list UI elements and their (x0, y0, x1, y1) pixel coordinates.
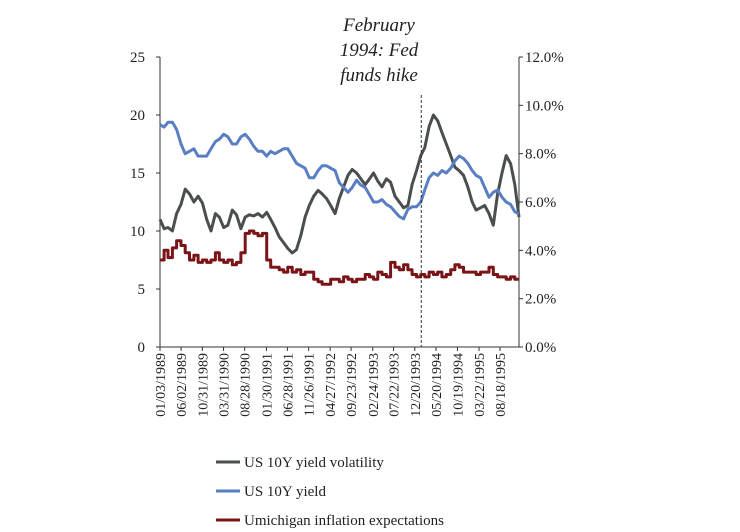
x-tick-label: 07/22/1993 (388, 353, 403, 417)
x-tick-label: 03/22/1995 (473, 353, 488, 417)
y-right-tick-label: 12.0% (525, 50, 564, 66)
x-tick-label: 10/19/1994 (451, 353, 466, 417)
y-left-tick-label: 20 (130, 108, 145, 124)
x-tick-label: 04/27/1992 (324, 353, 339, 417)
annotation-text: 1994: Fed (340, 40, 419, 61)
x-tick-label: 01/30/1991 (260, 353, 275, 417)
annotation-text: February (342, 15, 415, 36)
y-left-tick-label: 10 (130, 224, 145, 240)
plot-series (158, 113, 521, 286)
x-tick-label: 03/31/1990 (218, 353, 233, 417)
x-tick-label: 08/18/1995 (494, 353, 509, 417)
x-tick-label: 06/28/1991 (281, 353, 296, 417)
y-left-tick-label: 5 (138, 282, 146, 298)
x-tick-label: 09/23/1992 (345, 353, 360, 417)
series-line-3 (160, 229, 519, 286)
x-tick-label: 10/31/1989 (196, 353, 211, 417)
annotation: February 1994: Fed funds hike (340, 15, 422, 347)
x-tick-label: 01/03/1989 (154, 353, 169, 417)
x-tick-label: 08/28/1990 (239, 353, 254, 417)
x-tick-label: 11/26/1991 (303, 353, 318, 416)
annotation-text: funds hike (340, 65, 418, 86)
y-right-tick-label: 10.0% (525, 98, 564, 114)
y-right-tick-label: 4.0% (525, 243, 556, 259)
series-line-1 (158, 113, 521, 255)
x-tick-label: 12/20/1993 (409, 353, 424, 417)
x-tick-label: 05/20/1994 (430, 353, 445, 417)
series-line-2 (159, 120, 520, 221)
legend-label: Umichigan inflation expectations (244, 513, 444, 529)
y-left-tick-label: 15 (130, 166, 145, 182)
y-right-tick-label: 6.0% (525, 195, 556, 211)
legend-label: US 10Y yield (244, 484, 326, 500)
axes: 0 5 10 15 20 25 0.0% 2.0% 4.0% 6.0% 8.0% 10.0% 12.0%… (130, 50, 564, 417)
y-right-tick-label: 0.0% (525, 340, 556, 356)
legend: US 10Y yield volatility US 10Y yield Umich… (216, 455, 444, 529)
y-right-tick-label: 8.0% (525, 147, 556, 163)
x-tick-label: 02/24/1993 (367, 353, 382, 417)
legend-label: US 10Y yield volatility (244, 455, 384, 471)
y-right-tick-label: 2.0% (525, 292, 556, 308)
y-left-tick-label: 25 (130, 50, 145, 66)
y-left-tick-label: 0 (138, 340, 146, 356)
x-tick-label: 06/02/1989 (175, 353, 190, 417)
